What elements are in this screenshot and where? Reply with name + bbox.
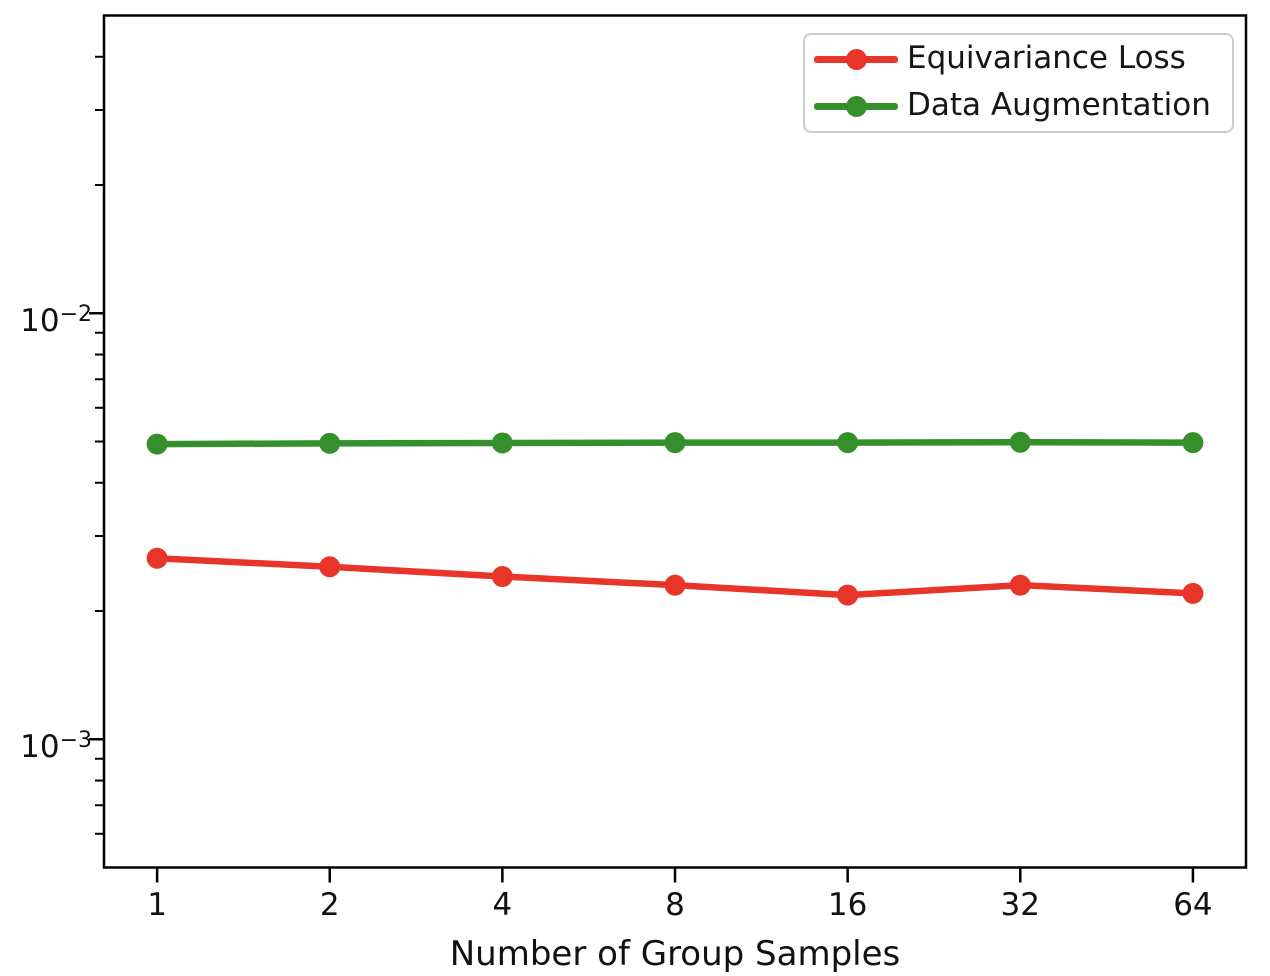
series-marker-data-augmentation: [146, 433, 168, 455]
series-marker-data-augmentation: [491, 432, 513, 454]
legend-label: Data Augmentation: [907, 87, 1211, 123]
legend-line-marker-sample-red: [814, 49, 898, 70]
legend-item-data-augmentation: Data Augmentation: [814, 83, 1232, 130]
x-axis-label: Number of Group Samples: [449, 934, 901, 974]
x-tick-label: 2: [320, 887, 340, 923]
x-tick-label: 1: [147, 887, 167, 923]
series-marker-data-augmentation: [664, 432, 686, 454]
x-tick-label: 16: [828, 887, 867, 923]
series-marker-data-augmentation: [1182, 432, 1204, 454]
y-axis-minor-ticks: [95, 55, 104, 835]
series-marker-data-augmentation: [319, 432, 341, 454]
x-tick-label: 8: [665, 887, 685, 923]
circle-marker-icon: [845, 96, 867, 117]
series-marker-equivariance-loss: [1182, 582, 1204, 604]
series-marker-equivariance-loss: [664, 574, 686, 596]
x-tick-label: 32: [1001, 887, 1040, 923]
series-marker-equivariance-loss: [319, 556, 341, 578]
series-marker-equivariance-loss: [491, 566, 513, 588]
y-tick-label-1e-2: 10−2: [20, 302, 92, 340]
series-marker-data-augmentation: [837, 432, 859, 454]
plot-spines: [102, 14, 1248, 869]
x-tick-label: 64: [1173, 887, 1212, 923]
legend-line-marker-sample-green: [814, 96, 898, 117]
series-marker-equivariance-loss: [146, 547, 168, 569]
series-marker-equivariance-loss: [1009, 574, 1031, 596]
series-marker-equivariance-loss: [837, 584, 859, 606]
legend-label: Equivariance Loss: [907, 40, 1186, 76]
circle-marker-icon: [845, 49, 867, 70]
x-tick-label: 4: [493, 887, 513, 923]
legend: Equivariance Loss Data Augmentation: [803, 33, 1234, 133]
y-tick-label-1e-3: 10−3: [20, 728, 92, 766]
series-marker-data-augmentation: [1009, 431, 1031, 453]
legend-item-equivariance-loss: Equivariance Loss: [814, 36, 1232, 83]
